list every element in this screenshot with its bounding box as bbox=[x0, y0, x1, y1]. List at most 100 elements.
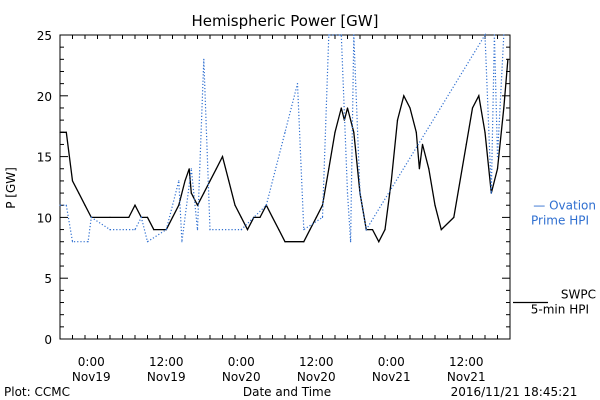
chart-title: Hemispheric Power [GW] bbox=[192, 12, 379, 30]
y-tick-label: 15 bbox=[37, 151, 52, 165]
swpc-point bbox=[471, 107, 474, 109]
ovation-point bbox=[321, 216, 324, 218]
ovation-point bbox=[340, 34, 342, 36]
swpc-point bbox=[240, 216, 242, 218]
swpc-point bbox=[507, 58, 509, 60]
swpc-point bbox=[396, 119, 399, 121]
ovation-point bbox=[190, 168, 192, 170]
swpc-point bbox=[390, 180, 392, 182]
y-tick-label: 25 bbox=[37, 29, 52, 43]
swpc-point bbox=[428, 168, 430, 170]
ovation-point bbox=[87, 241, 89, 243]
swpc-point bbox=[278, 229, 280, 231]
ovation-point bbox=[90, 216, 92, 218]
ovation-point bbox=[134, 229, 136, 231]
x-axis-ticks: 0:00Nov1912:00Nov190:00Nov2012:00Nov200:… bbox=[59, 35, 511, 384]
footer-timestamp: 2016/11/21 18:45:21 bbox=[451, 385, 578, 399]
swpc-point bbox=[378, 241, 380, 243]
ovation-point bbox=[165, 229, 167, 231]
swpc-point bbox=[384, 229, 386, 231]
swpc-point bbox=[203, 192, 205, 194]
ovation-point bbox=[196, 229, 199, 231]
ovation-point bbox=[284, 131, 286, 133]
ovation-point bbox=[265, 204, 267, 206]
x-tick-label-date: Nov21 bbox=[447, 370, 486, 384]
ovation-point bbox=[490, 192, 492, 194]
swpc-point bbox=[65, 131, 67, 133]
swpc-point bbox=[259, 216, 261, 218]
swpc-point bbox=[128, 216, 130, 218]
ovation-point bbox=[178, 180, 180, 182]
swpc-point bbox=[134, 204, 136, 206]
swpc-point bbox=[309, 229, 311, 231]
ovation-point bbox=[359, 192, 361, 194]
ovation-point bbox=[209, 229, 211, 231]
swpc-point bbox=[409, 107, 411, 109]
y-tick-label: 5 bbox=[44, 272, 52, 286]
ovation-point bbox=[484, 34, 486, 36]
y-tick-label: 10 bbox=[37, 211, 52, 225]
x-tick-label-time: 12:00 bbox=[149, 355, 184, 369]
x-tick-label-time: 0:00 bbox=[378, 355, 405, 369]
ovation-point bbox=[346, 192, 349, 194]
swpc-point bbox=[78, 192, 80, 194]
ovation-point bbox=[365, 229, 367, 231]
swpc-point bbox=[209, 180, 211, 182]
series-ovation-line bbox=[60, 32, 505, 243]
swpc-point bbox=[184, 180, 186, 182]
swpc-point bbox=[284, 241, 286, 243]
swpc-point bbox=[315, 216, 317, 218]
ovation-point bbox=[181, 241, 183, 243]
swpc-point bbox=[496, 168, 499, 170]
swpc-point bbox=[403, 95, 405, 97]
swpc-point bbox=[188, 168, 190, 170]
legend-swpc-label: SWPC bbox=[561, 288, 596, 302]
ovation-point bbox=[140, 216, 142, 218]
ovation-point bbox=[328, 34, 330, 36]
y-axis-label: P [GW] bbox=[4, 167, 18, 209]
swpc-point bbox=[246, 229, 249, 231]
ovation-point bbox=[493, 34, 495, 36]
ovation-point bbox=[71, 241, 74, 243]
swpc-point bbox=[178, 204, 180, 206]
y-tick-label: 0 bbox=[44, 333, 52, 347]
swpc-point bbox=[478, 95, 480, 97]
legend-ovation-label: — Ovation bbox=[533, 198, 596, 212]
swpc-point bbox=[271, 216, 274, 218]
swpc-point bbox=[328, 168, 330, 170]
x-tick-label-date: Nov20 bbox=[297, 370, 336, 384]
y-tick-label: 20 bbox=[37, 90, 52, 104]
ovation-point bbox=[303, 229, 305, 231]
swpc-point bbox=[321, 204, 324, 206]
swpc-point bbox=[303, 241, 305, 243]
swpc-point bbox=[215, 168, 217, 170]
ovation-point bbox=[296, 83, 299, 85]
y-axis-ticks: 0 5 10 15 20 25 bbox=[37, 29, 510, 347]
ovation-point bbox=[503, 34, 505, 36]
ovation-point bbox=[65, 204, 67, 206]
swpc-point bbox=[353, 131, 355, 133]
ovation-point bbox=[109, 229, 111, 231]
ovation-point bbox=[496, 156, 499, 158]
swpc-point bbox=[453, 216, 455, 218]
x-tick-label-time: 12:00 bbox=[299, 355, 334, 369]
swpc-point bbox=[371, 229, 374, 231]
swpc-point bbox=[253, 216, 255, 218]
x-tick-label-date: Nov20 bbox=[222, 370, 261, 384]
ovation-point bbox=[353, 34, 355, 36]
x-tick-label-time: 12:00 bbox=[449, 355, 484, 369]
plot-frame bbox=[59, 34, 511, 340]
swpc-point bbox=[434, 204, 436, 206]
swpc-point bbox=[234, 204, 236, 206]
swpc-point bbox=[346, 107, 349, 109]
swpc-point bbox=[465, 143, 467, 145]
x-tick-label-time: 0:00 bbox=[78, 355, 105, 369]
swpc-point bbox=[146, 216, 149, 218]
legend-ovation-label-2: Prime HPI bbox=[531, 213, 589, 227]
ovation-point bbox=[350, 241, 352, 243]
swpc-point bbox=[84, 204, 86, 206]
swpc-point bbox=[59, 131, 61, 133]
series-swpc-line bbox=[60, 59, 509, 244]
swpc-point bbox=[109, 216, 111, 218]
